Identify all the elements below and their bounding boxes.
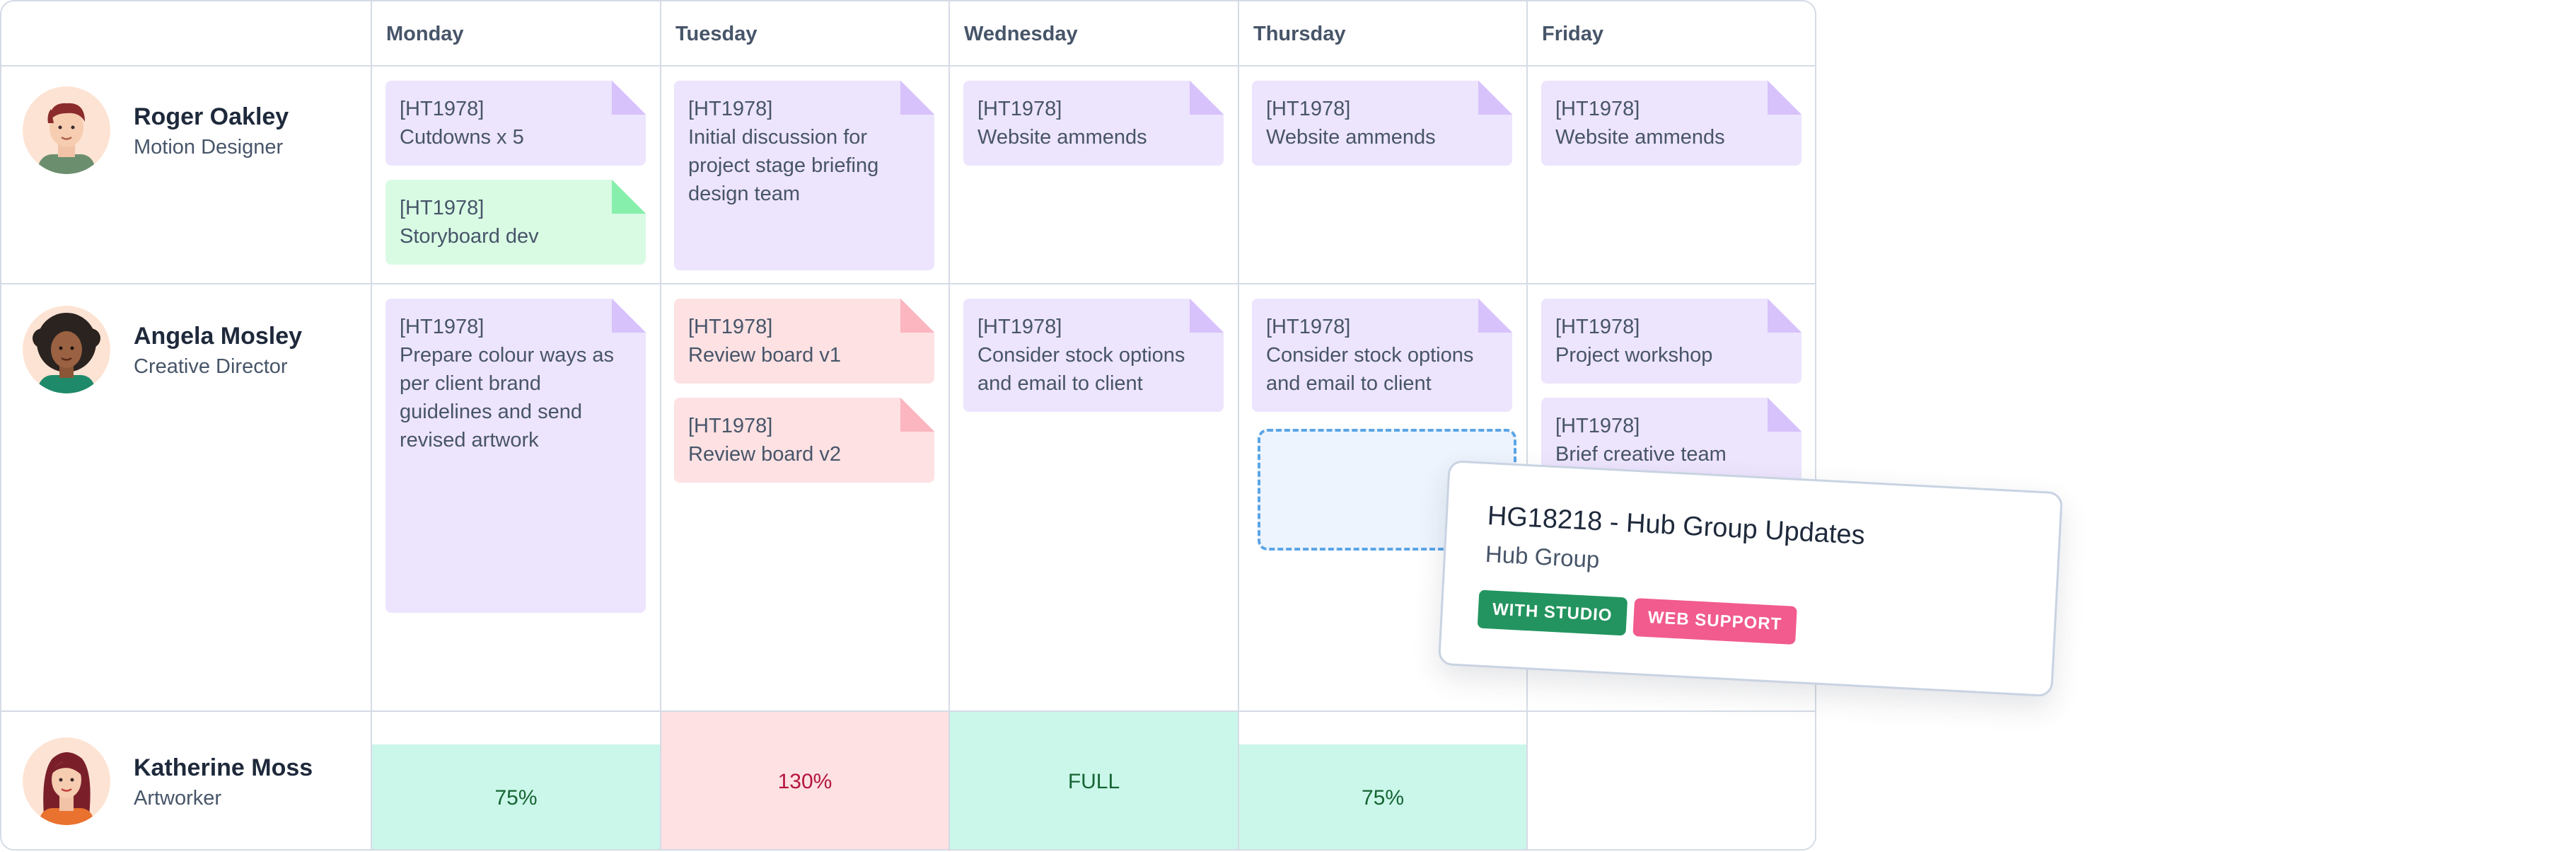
person-avatar-angela-icon xyxy=(23,306,110,393)
task-title: Website ammends xyxy=(977,126,1147,149)
task-code: [HT1978] xyxy=(400,197,485,219)
task-code: [HT1978] xyxy=(1555,316,1640,338)
grid-divider xyxy=(948,1,950,849)
task-card[interactable]: [HT1978] Website ammends xyxy=(1541,81,1802,166)
person-name: Katherine Moss xyxy=(134,754,313,781)
task-card[interactable]: [HT1978] Initial discussion for project … xyxy=(674,81,934,270)
grid-divider xyxy=(1,283,1815,284)
task-card[interactable]: [HT1978] Consider stock options and emai… xyxy=(1252,299,1512,412)
person-avatar-katherine-icon xyxy=(23,737,110,825)
tag-badge-web-support: WEB SUPPORT xyxy=(1632,598,1797,645)
task-title: Initial discussion for project stage bri… xyxy=(688,126,879,205)
job-client: Hub Group xyxy=(1485,540,1601,573)
task-code: [HT1978] xyxy=(977,98,1062,120)
task-card[interactable]: [HT1978] Website ammends xyxy=(963,81,1224,166)
task-title: Cutdowns x 5 xyxy=(400,126,524,149)
capacity-cell: 75% xyxy=(372,744,660,849)
avatar xyxy=(23,306,110,393)
capacity-cell: FULL xyxy=(950,712,1238,849)
status-badge-with-studio: WITH STUDIO xyxy=(1477,589,1628,636)
grid-divider xyxy=(371,1,372,849)
task-title: Review board v1 xyxy=(688,344,841,367)
day-header-tuesday: Tuesday xyxy=(675,23,758,45)
task-card[interactable]: [HT1978] Cutdowns x 5 xyxy=(385,81,646,166)
task-code: [HT1978] xyxy=(400,98,485,120)
task-code: [HT1978] xyxy=(1555,98,1640,120)
person-role: Motion Designer xyxy=(134,136,284,159)
task-code: [HT1978] xyxy=(400,316,485,338)
task-code: [HT1978] xyxy=(1266,98,1351,120)
person-name: Roger Oakley xyxy=(134,103,289,130)
day-header-wednesday: Wednesday xyxy=(964,23,1078,45)
task-code: [HT1978] xyxy=(1555,415,1640,437)
task-code: [HT1978] xyxy=(688,316,773,338)
task-card[interactable]: [HT1978] Storyboard dev xyxy=(385,180,646,265)
capacity-cell: 130% xyxy=(661,712,948,849)
task-card[interactable]: [HT1978] Review board v1 xyxy=(674,299,934,384)
task-title: Brief creative team xyxy=(1555,443,1727,466)
task-title: Consider stock options and email to clie… xyxy=(977,344,1185,395)
day-header-monday: Monday xyxy=(386,23,464,45)
task-code: [HT1978] xyxy=(688,98,773,120)
task-title: Review board v2 xyxy=(688,443,841,466)
task-title: Storyboard dev xyxy=(400,225,539,248)
task-card[interactable]: [HT1978] Consider stock options and emai… xyxy=(963,299,1224,412)
task-card[interactable]: [HT1978] Project workshop xyxy=(1541,299,1802,384)
grid-divider xyxy=(1238,1,1239,849)
task-code: [HT1978] xyxy=(1266,316,1351,338)
task-code: [HT1978] xyxy=(977,316,1062,338)
capacity-cell: 75% xyxy=(1239,744,1526,849)
day-header-friday: Friday xyxy=(1542,23,1604,45)
task-title: Website ammends xyxy=(1266,126,1436,149)
schedule-board: Monday Tuesday Wednesday Thursday Friday… xyxy=(0,0,1816,851)
person-avatar-roger-icon xyxy=(23,86,110,174)
grid-divider xyxy=(660,1,661,849)
dragged-job-card[interactable]: HG18218 - Hub Group Updates Hub Group WI… xyxy=(1437,460,2063,698)
person-role: Creative Director xyxy=(134,355,288,378)
grid-divider xyxy=(1,65,1815,67)
day-header-thursday: Thursday xyxy=(1253,23,1346,45)
task-title: Project workshop xyxy=(1555,344,1713,367)
task-title: Website ammends xyxy=(1555,126,1725,149)
task-card[interactable]: [HT1978] Prepare colour ways as per clie… xyxy=(385,299,646,613)
grid-divider xyxy=(1,710,1815,712)
person-role: Artworker xyxy=(134,787,222,810)
task-code: [HT1978] xyxy=(688,415,773,437)
avatar xyxy=(23,737,110,825)
task-card[interactable]: [HT1978] Review board v2 xyxy=(674,398,934,483)
task-card[interactable]: [HT1978] Website ammends xyxy=(1252,81,1512,166)
task-title: Consider stock options and email to clie… xyxy=(1266,344,1474,395)
avatar xyxy=(23,86,110,174)
task-title: Prepare colour ways as per client brand … xyxy=(400,344,615,451)
person-name: Angela Mosley xyxy=(134,323,303,350)
grid-divider xyxy=(1526,1,1528,849)
